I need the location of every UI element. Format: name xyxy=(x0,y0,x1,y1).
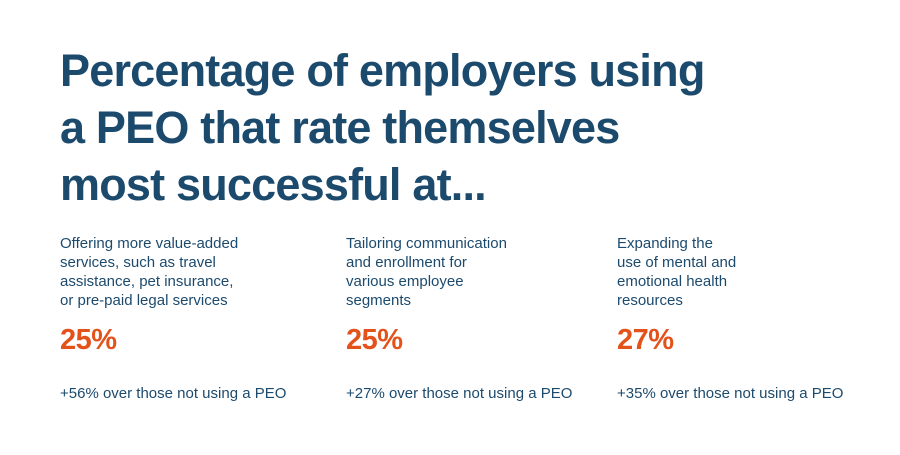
stat-description: Offering more value-added services, such… xyxy=(60,235,239,309)
stat-value: 25% xyxy=(346,324,403,356)
stat-value: 27% xyxy=(617,324,674,356)
stat-column-tailoring-communication: Tailoring communication and enrollment f… xyxy=(346,234,608,403)
stat-comparison: +27% over those not using a PEO xyxy=(346,385,573,402)
stat-comparison: +56% over those not using a PEO xyxy=(60,385,287,402)
stat-comparison: +35% over those not using a PEO xyxy=(617,385,844,402)
stat-column-mental-health-resources: Expanding the use of mental and emotiona… xyxy=(617,234,879,403)
stat-description: Expanding the use of mental and emotiona… xyxy=(617,235,737,309)
page-title: Percentage of employers using a PEO that… xyxy=(60,45,705,210)
stat-column-value-added-services: Offering more value-added services, such… xyxy=(60,234,322,403)
stat-description: Tailoring communication and enrollment f… xyxy=(346,235,507,309)
stat-value: 25% xyxy=(60,324,117,356)
